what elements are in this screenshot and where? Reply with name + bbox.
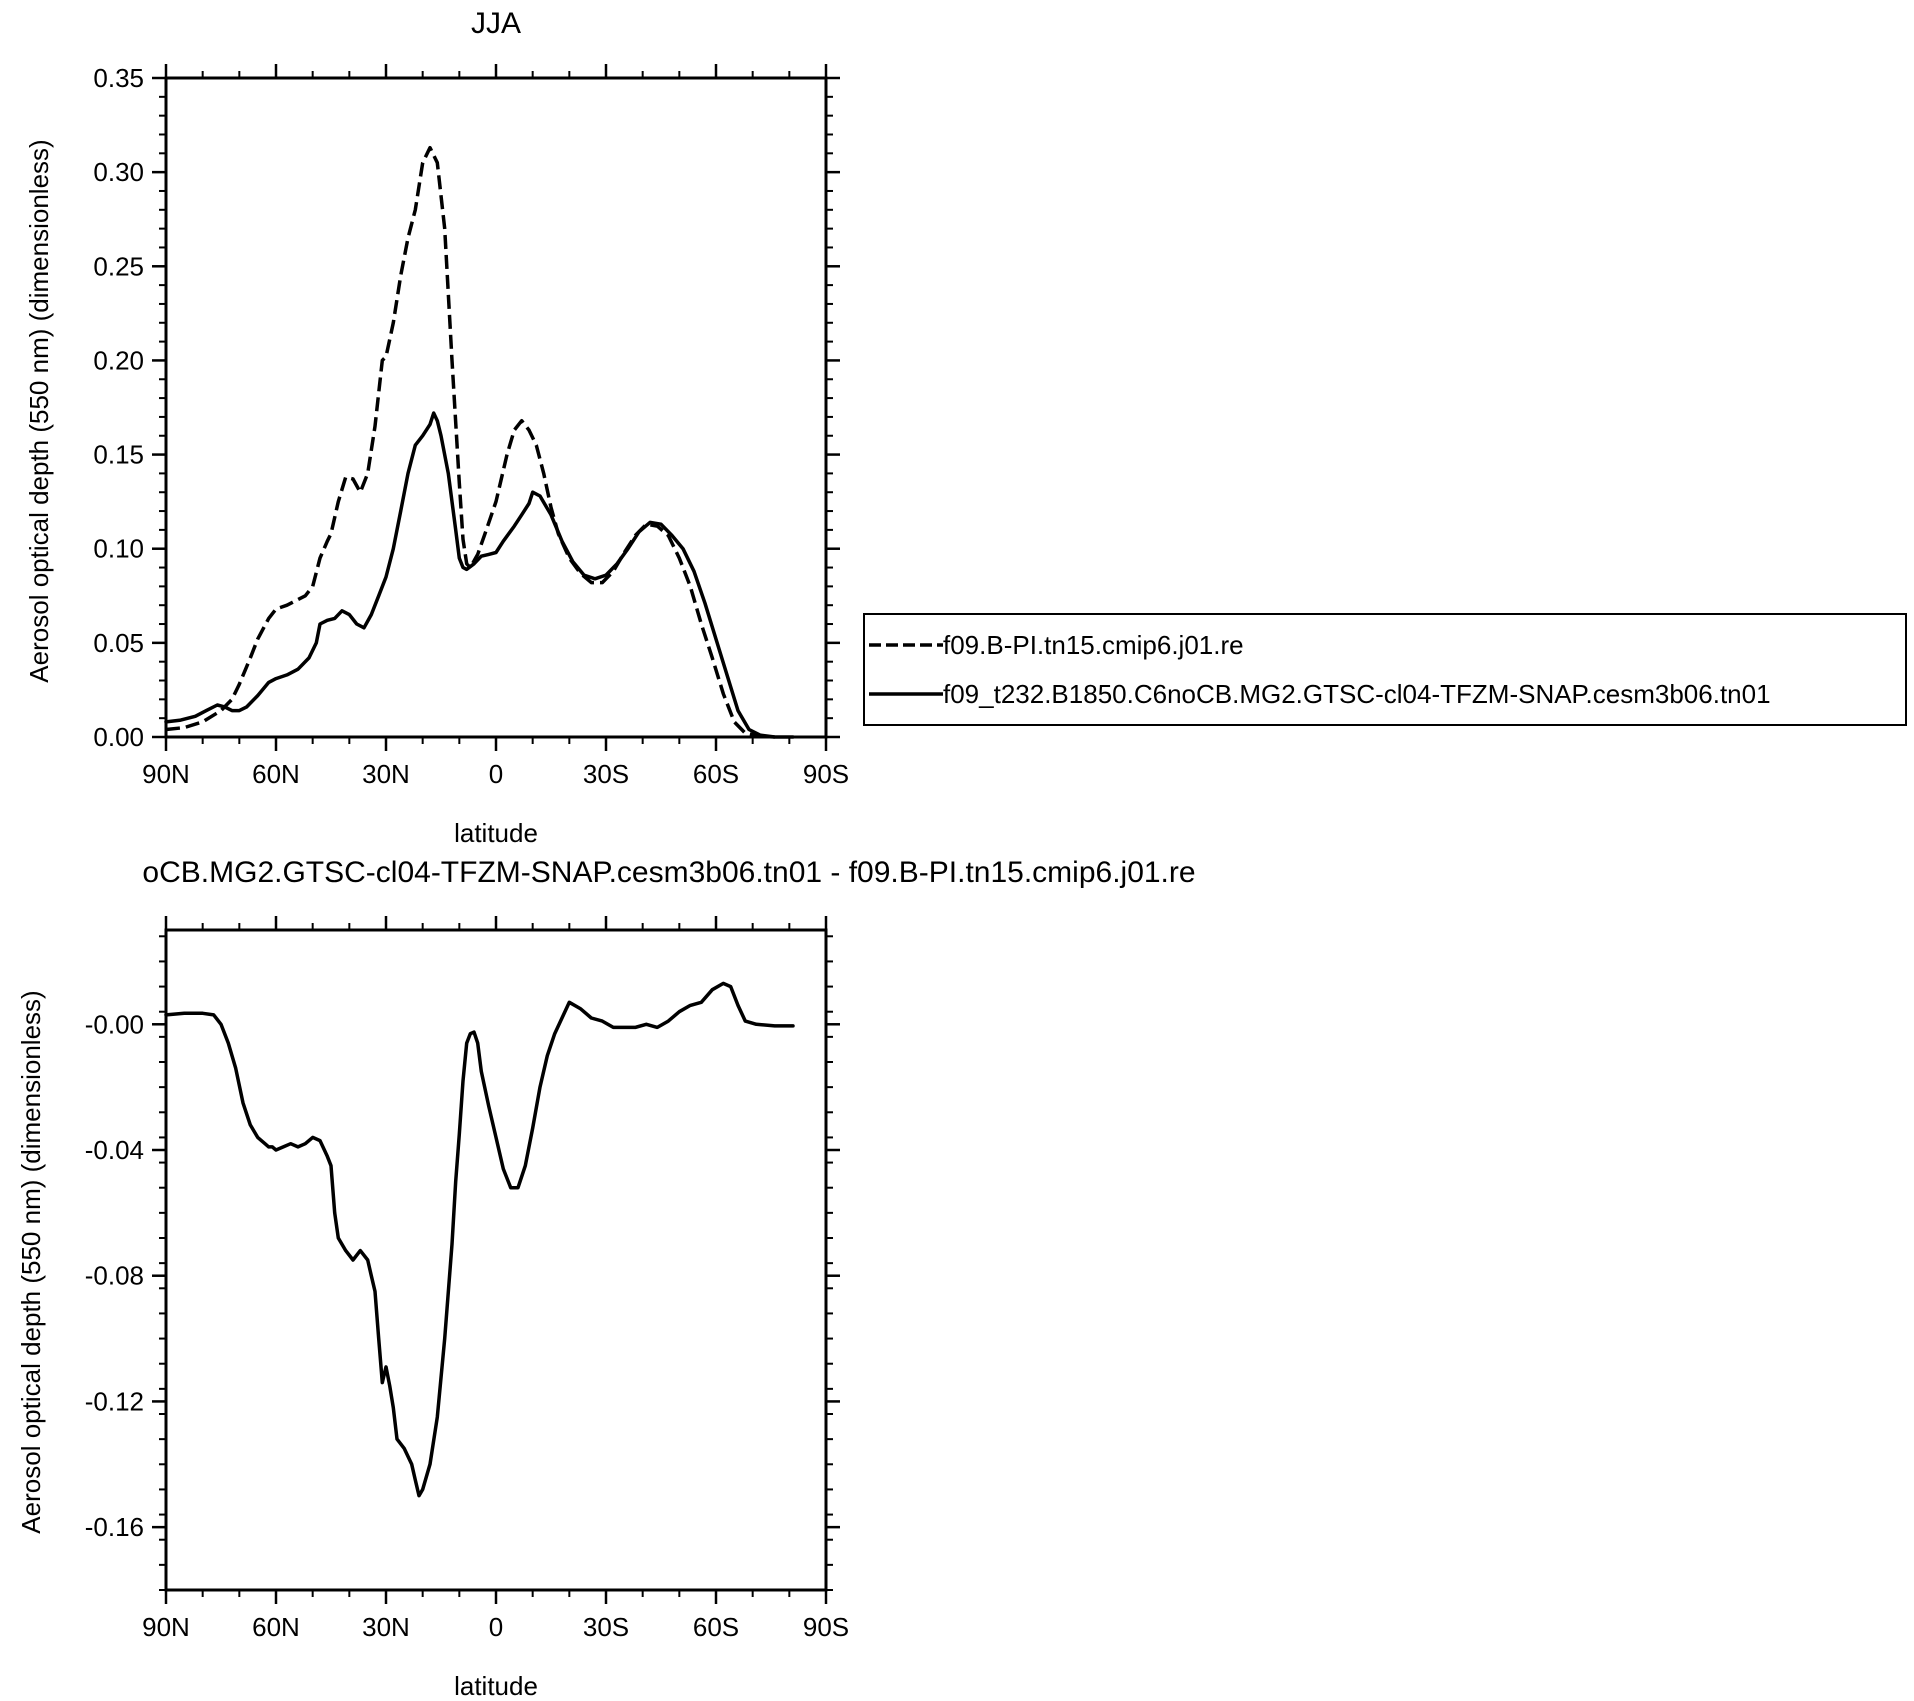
top-chart-x-tick-label: 30N xyxy=(362,759,410,789)
top-chart-x-tick-label: 0 xyxy=(489,759,503,789)
top-chart-y-tick-label: 0.05 xyxy=(93,628,144,658)
bottom-chart-series-layer xyxy=(164,981,795,1498)
top-chart-x-tick-label: 60N xyxy=(252,759,300,789)
top-chart-y-tick-label: 0.15 xyxy=(93,440,144,470)
top-chart-y-tick-label: 0.20 xyxy=(93,345,144,375)
bottom-chart-y-tick-label: -0.04 xyxy=(85,1135,144,1165)
top-chart-y-tick-label: 0.00 xyxy=(93,722,144,752)
bottom-chart-x-tick-label: 30S xyxy=(583,1612,629,1642)
bottom-chart-ylabel: Aerosol optical depth (550 nm) (dimensio… xyxy=(16,990,46,1533)
legend: f09.B-PI.tn15.cmip6.j01.re f09_t232.B185… xyxy=(863,613,1907,726)
bottom-chart-x-tick-label: 0 xyxy=(489,1612,503,1642)
top-chart-series-dashed-line xyxy=(165,145,775,739)
legend-box xyxy=(863,613,1907,726)
top-chart-x-ticks: 90N 60N 30N 0 30S 60S 90S xyxy=(142,64,849,789)
bottom-chart-y-ticks: -0.16 -0.12 -0.08 -0.04 -0.00 xyxy=(85,935,840,1591)
top-chart-frame xyxy=(164,76,828,739)
bottom-chart-xlabel: latitude xyxy=(454,1671,538,1701)
bottom-chart-y-tick-label: -0.12 xyxy=(85,1386,144,1416)
top-chart-x-tick-label: 90S xyxy=(803,759,849,789)
top-chart-series-layer xyxy=(164,145,795,739)
bottom-chart-y-tick-label: -0.08 xyxy=(85,1261,144,1291)
top-chart: JJA latitude Aerosol optical depth (550 … xyxy=(24,7,849,848)
top-chart-x-tick-label: 30S xyxy=(583,759,629,789)
bottom-chart-x-tick-label: 60S xyxy=(693,1612,739,1642)
bottom-chart-y-tick-label: -0.00 xyxy=(85,1009,144,1039)
top-chart-y-tick-label: 0.25 xyxy=(93,251,144,281)
top-chart-title: JJA xyxy=(471,7,521,40)
top-chart-y-tick-label: 0.35 xyxy=(93,63,144,93)
top-chart-y-ticks: 0.00 0.05 0.10 0.15 0.20 0.25 0.30 0.35 xyxy=(93,63,840,752)
bottom-chart-x-tick-label: 90N xyxy=(142,1612,190,1642)
bottom-chart-title: oCB.MG2.GTSC-cl04-TFZM-SNAP.cesm3b06.tn0… xyxy=(142,856,1195,889)
top-chart-series-solid-line xyxy=(164,411,795,739)
bottom-chart-x-ticks: 90N 60N 30N 0 30S 60S 90S xyxy=(142,916,849,1642)
legend-entry-label: f09.B-PI.tn15.cmip6.j01.re xyxy=(943,630,1244,660)
bottom-chart: oCB.MG2.GTSC-cl04-TFZM-SNAP.cesm3b06.tn0… xyxy=(16,856,1196,1701)
top-chart-y-tick-label: 0.10 xyxy=(93,534,144,564)
top-chart-x-tick-label: 90N xyxy=(142,759,190,789)
bottom-chart-frame xyxy=(164,928,828,1592)
top-chart-x-tick-label: 60S xyxy=(693,759,739,789)
top-chart-ylabel: Aerosol optical depth (550 nm) (dimensio… xyxy=(24,139,54,682)
bottom-chart-x-tick-label: 30N xyxy=(362,1612,410,1642)
bottom-chart-x-tick-label: 90S xyxy=(803,1612,849,1642)
legend-entry-label: f09_t232.B1850.C6noCB.MG2.GTSC-cl04-TFZM… xyxy=(943,679,1771,709)
bottom-chart-y-tick-label: -0.16 xyxy=(85,1512,144,1542)
top-chart-xlabel: latitude xyxy=(454,818,538,848)
top-chart-y-tick-label: 0.30 xyxy=(93,157,144,187)
bottom-chart-x-tick-label: 60N xyxy=(252,1612,300,1642)
bottom-chart-series-solid-line xyxy=(164,981,795,1498)
